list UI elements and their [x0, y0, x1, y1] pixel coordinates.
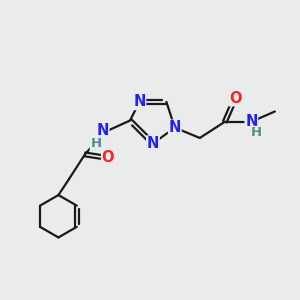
Text: N: N: [96, 123, 109, 138]
Text: N: N: [169, 120, 181, 135]
Text: N: N: [147, 136, 159, 151]
Text: H: H: [251, 127, 262, 140]
Text: H: H: [90, 137, 101, 150]
Text: O: O: [102, 150, 114, 165]
Text: N: N: [245, 114, 257, 129]
Text: N: N: [133, 94, 145, 110]
Text: O: O: [229, 91, 242, 106]
